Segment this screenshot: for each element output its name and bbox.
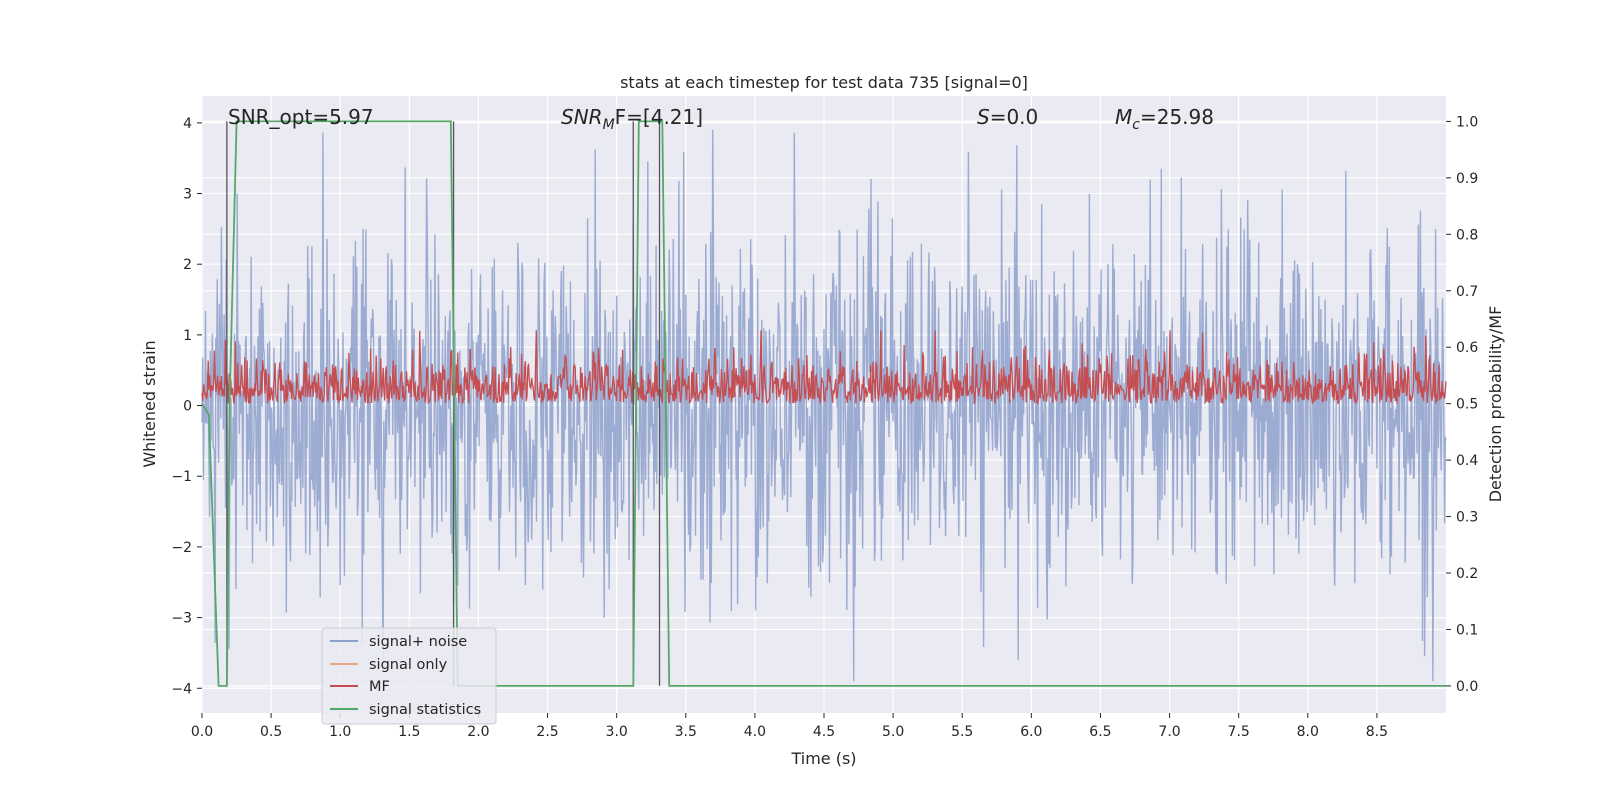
mc-main: M [1115,105,1132,129]
right-tick-label: 0.1 [1456,622,1478,638]
right-tick-label: 0.6 [1456,340,1478,356]
x-tick-label: 3.0 [606,724,628,740]
x-axis-label: Time (s) [790,749,856,768]
right-tick-label: 0.3 [1456,510,1478,526]
left-tick-label: −4 [171,681,192,697]
snr-mf-main: SNR [561,105,603,129]
x-tick-label: 6.5 [1089,724,1111,740]
right-tick-label: 0.0 [1456,679,1478,695]
s-rest: =0.0 [990,105,1039,129]
s-annotation: S=0.0 [977,105,1038,129]
right-tick-label: 0.7 [1456,284,1478,300]
left-tick-label: −3 [171,611,192,627]
legend-label-mf: MF [369,679,390,695]
left-tick-label: 4 [183,116,192,132]
legend-label-signal-only: signal only [369,657,448,673]
mc-annotation: Mc=25.98 [1115,105,1214,133]
right-tick-label: 0.8 [1456,227,1478,243]
snr-mf-annotation: SNRMF=[4.21] [561,105,703,133]
right-tick-label: 0.2 [1456,566,1478,582]
mf-series [201,330,1447,406]
x-tick-label: 4.0 [744,724,766,740]
signal-plus-noise-line [201,129,1447,682]
left-tick-label: 1 [183,328,192,344]
snr-mf-sub: M [603,117,615,133]
snr-mf-rest: F=[4.21] [615,105,703,129]
x-tick-label: 1.5 [398,724,420,740]
x-tick-label: 4.5 [813,724,835,740]
left-tick-label: −1 [171,469,192,485]
mf-line [201,330,1447,406]
right-tick-label: 0.9 [1456,171,1478,187]
chart-title: stats at each timestep for test data 735… [620,73,1028,92]
x-tick-label: 5.5 [951,724,973,740]
legend-label-noise: signal+ noise [369,634,467,650]
right-axis-ticks: 0.0 0.1 0.2 0.3 0.4 0.5 0.6 0.7 0.8 0.9 1.0 [1446,114,1478,695]
mc-rest: =25.98 [1140,105,1214,129]
right-tick-label: 0.5 [1456,397,1478,413]
signal-statistics-line [201,120,1446,687]
mc-sub: c [1132,117,1140,133]
annotations: SNR_opt=5.97 SNRMF=[4.21] S=0.0 Mc=25.98 [228,105,1214,133]
left-tick-label: −2 [171,540,192,556]
x-tick-label: 7.0 [1158,724,1180,740]
x-tick-label: 0.5 [260,724,282,740]
x-tick-label: 1.0 [329,724,351,740]
x-tick-label: 0.0 [191,724,213,740]
right-tick-label: 0.4 [1456,453,1478,469]
left-tick-label: 2 [183,257,192,273]
x-tick-label: 2.5 [536,724,558,740]
left-axis-ticks: −4 −3 −2 −1 0 1 2 3 4 [171,116,202,697]
left-tick-label: 0 [183,399,192,415]
left-axis-label: Whitened strain [140,340,159,467]
legend: signal+ noise signal only MF signal stat… [321,627,497,725]
right-axis-label: Detection probability/MF [1486,306,1505,503]
x-tick-label: 8.0 [1297,724,1319,740]
signal-statistics-series [201,120,1446,687]
legend-label-statistics: signal statistics [369,702,481,718]
x-axis-ticks: 0.0 0.5 1.0 1.5 2.0 2.5 3.0 3.5 4.0 4.5 5.0 5.5 6.0 6… [191,713,1388,740]
s-main: S [977,105,990,129]
snr-opt-annotation: SNR_opt=5.97 [228,105,374,129]
x-tick-label: 6.0 [1020,724,1042,740]
right-tick-label: 1.0 [1456,114,1478,130]
x-tick-label: 5.0 [882,724,904,740]
x-tick-label: 2.0 [467,724,489,740]
x-tick-label: 7.5 [1228,724,1250,740]
x-tick-label: 8.5 [1366,724,1388,740]
legend-box [321,627,497,725]
left-tick-label: 3 [183,187,192,203]
x-tick-label: 3.5 [675,724,697,740]
signal-plus-noise-series [201,129,1447,682]
